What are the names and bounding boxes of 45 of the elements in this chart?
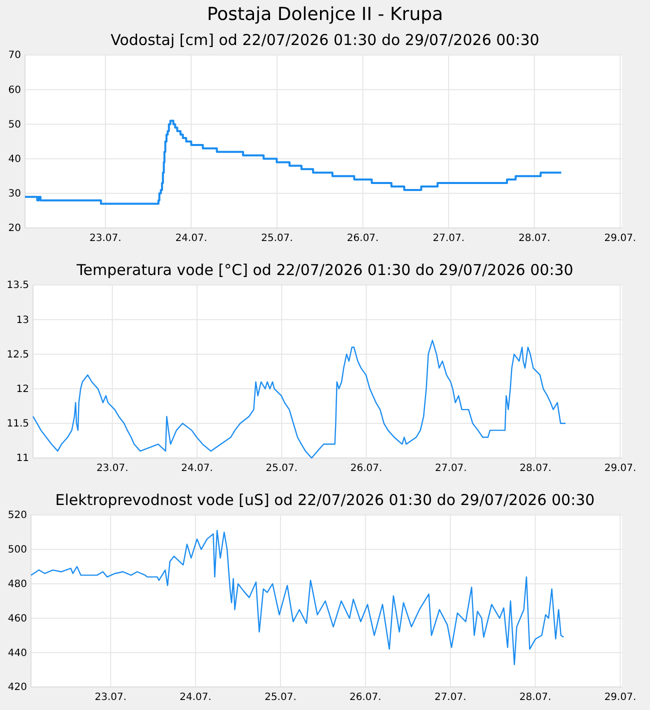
x-tick-label: 29.07. [604, 692, 636, 704]
chart-title: Elektroprevodnost vode [uS] od 22/07/2026 01:30 do 29/07/2026 00:30 [55, 491, 595, 509]
y-tick-label: 40 [8, 154, 21, 165]
y-tick-label: 11 [16, 453, 29, 464]
x-tick-label: 27.07. [434, 692, 466, 704]
x-tick-label: 23.07. [96, 463, 128, 474]
y-tick-label: 500 [8, 544, 27, 556]
y-tick-label: 30 [8, 188, 21, 200]
x-tick-label: 28.07. [520, 463, 552, 474]
x-tick-label: 28.07. [519, 692, 552, 704]
y-tick-label: 520 [8, 510, 27, 522]
y-tick-label: 420 [8, 682, 27, 694]
y-tick-label: 20 [8, 223, 21, 234]
x-tick-label: 25.07. [261, 233, 293, 244]
chart-subtitle: Vodostaj [cm] od 22/07/2026 01:30 do 29/07/2026 00:30 [110, 31, 540, 49]
y-tick-label: 70 [8, 50, 21, 62]
x-tick-label: 27.07. [432, 233, 465, 244]
x-tick-label: 26.07. [346, 233, 379, 244]
x-tick-label: 23.07. [90, 233, 122, 244]
x-tick-label: 29.07. [604, 233, 636, 244]
y-tick-label: 13.5 [6, 280, 29, 292]
x-tick-label: 26.07. [350, 692, 382, 704]
x-tick-label: 27.07. [435, 463, 467, 474]
x-tick-label: 24.07. [181, 463, 213, 474]
chart-title: Postaja Dolenjce II - Krupa [206, 4, 444, 25]
y-tick-label: 460 [8, 613, 27, 624]
x-tick-label: 25.07. [264, 692, 296, 704]
y-tick-label: 12 [16, 384, 29, 395]
line-series [30, 530, 564, 666]
x-tick-label: 28.07. [518, 233, 550, 244]
y-tick-label: 480 [8, 579, 27, 590]
x-tick-label: 26.07. [350, 463, 382, 474]
y-tick-label: 440 [8, 648, 27, 659]
y-tick-label: 50 [8, 119, 21, 130]
y-tick-label: 11.5 [6, 418, 29, 430]
x-tick-label: 25.07. [266, 463, 298, 474]
y-tick-label: 13 [16, 314, 29, 326]
x-tick-label: 23.07. [94, 692, 127, 704]
chart-title: Temperatura vode [°C] od 22/07/2026 01:30 do 29/07/2026 00:30 [76, 261, 574, 279]
x-tick-label: 24.07. [180, 692, 212, 704]
y-tick-label: 12.5 [6, 349, 29, 360]
x-tick-label: 29.07. [604, 463, 636, 474]
line-series [32, 340, 566, 459]
y-tick-label: 60 [8, 84, 21, 96]
x-tick-label: 24.07. [175, 233, 208, 244]
